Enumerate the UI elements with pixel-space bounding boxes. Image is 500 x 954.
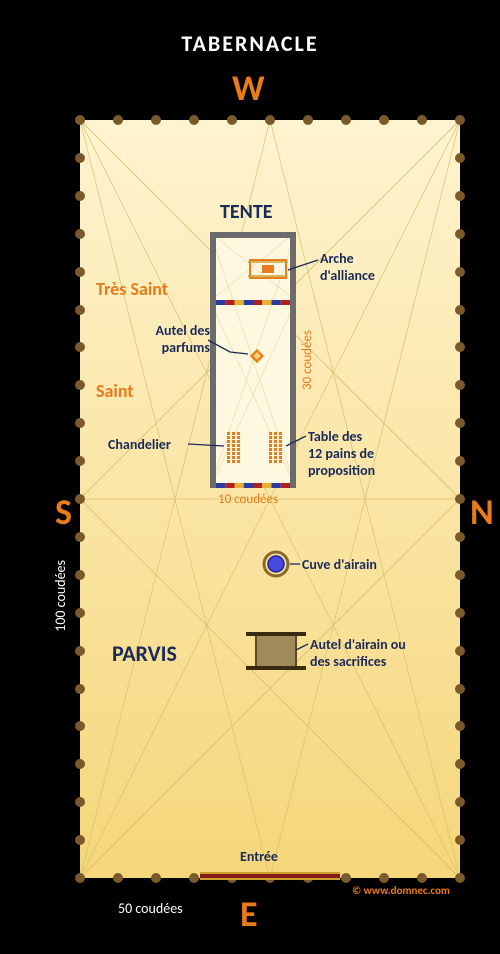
- perimeter-post: [455, 873, 465, 883]
- label-cuve: Cuve d'airain: [302, 556, 377, 573]
- label-parvis: PARVIS: [112, 640, 177, 667]
- perimeter-post: [455, 456, 465, 466]
- label-chandelier: Chandelier: [108, 436, 171, 453]
- label-arche: Arche d'alliance: [320, 250, 430, 284]
- perimeter-post: [455, 684, 465, 694]
- perimeter-post: [417, 873, 427, 883]
- label-autel-parfums: Autel desparfums: [120, 322, 210, 356]
- perimeter-post: [455, 494, 465, 504]
- perimeter-post: [113, 115, 123, 125]
- perimeter-post: [455, 759, 465, 769]
- perimeter-post: [75, 153, 85, 163]
- bronze-laver: [261, 549, 291, 579]
- perimeter-post: [455, 380, 465, 390]
- perimeter-post: [75, 229, 85, 239]
- perimeter-post: [151, 115, 161, 125]
- dim-30-coudees: 30 coudées: [300, 330, 315, 390]
- bronze-altar: [244, 626, 308, 676]
- perimeter-post: [75, 608, 85, 618]
- cardinal-e: E: [240, 892, 258, 936]
- label-autel-airain: Autel d'airain oudes sacrifices: [310, 636, 440, 670]
- copyright: © www.domnec.com: [352, 884, 450, 897]
- perimeter-post: [455, 835, 465, 845]
- cardinal-n: N: [470, 490, 494, 534]
- ark-of-covenant: [248, 256, 288, 282]
- cardinal-s: S: [55, 490, 72, 534]
- perimeter-post: [455, 229, 465, 239]
- perimeter-post: [75, 305, 85, 315]
- perimeter-post: [113, 873, 123, 883]
- cardinal-w: W: [232, 66, 265, 110]
- dim-100-coudees: 100 coudées: [52, 560, 69, 632]
- perimeter-post: [455, 608, 465, 618]
- label-tres-saint: Très Saint: [96, 278, 168, 300]
- perimeter-post: [417, 115, 427, 125]
- perimeter-post: [455, 153, 465, 163]
- altar-of-incense: [247, 346, 267, 366]
- perimeter-post: [341, 115, 351, 125]
- perimeter-post: [455, 342, 465, 352]
- perimeter-post: [455, 570, 465, 580]
- perimeter-post: [455, 532, 465, 542]
- perimeter-post: [75, 532, 85, 542]
- tent-entrance-veil: [216, 483, 290, 488]
- perimeter-post: [227, 115, 237, 125]
- perimeter-post: [75, 646, 85, 656]
- perimeter-post: [455, 267, 465, 277]
- perimeter-post: [75, 191, 85, 201]
- label-tente: TENTE: [220, 200, 273, 224]
- perimeter-post: [75, 570, 85, 580]
- label-saint: Saint: [96, 380, 134, 402]
- perimeter-post: [75, 267, 85, 277]
- perimeter-post: [265, 115, 275, 125]
- table-showbread: [269, 432, 285, 466]
- perimeter-post: [189, 115, 199, 125]
- perimeter-post: [455, 721, 465, 731]
- dim-10-coudees: 10 coudées: [218, 492, 278, 507]
- menorah: [227, 432, 243, 466]
- perimeter-post: [75, 684, 85, 694]
- perimeter-post: [379, 115, 389, 125]
- perimeter-post: [379, 873, 389, 883]
- label-entree: Entrée: [240, 848, 278, 865]
- perimeter-post: [455, 305, 465, 315]
- perimeter-post: [151, 873, 161, 883]
- perimeter-post: [189, 873, 199, 883]
- label-table-pains: Table des12 pains deproposition: [308, 428, 428, 479]
- perimeter-post: [455, 191, 465, 201]
- perimeter-post: [75, 494, 85, 504]
- perimeter-post: [455, 115, 465, 125]
- perimeter-post: [75, 115, 85, 125]
- perimeter-post: [341, 873, 351, 883]
- perimeter-post: [455, 646, 465, 656]
- dim-50-coudees: 50 coudées: [118, 900, 183, 917]
- perimeter-post: [303, 115, 313, 125]
- courtyard-entrance: [200, 872, 340, 880]
- perimeter-post: [455, 797, 465, 807]
- veil: [216, 300, 290, 305]
- perimeter-post: [455, 418, 465, 428]
- page-title: TABERNACLE: [181, 30, 318, 57]
- perimeter-post: [75, 873, 85, 883]
